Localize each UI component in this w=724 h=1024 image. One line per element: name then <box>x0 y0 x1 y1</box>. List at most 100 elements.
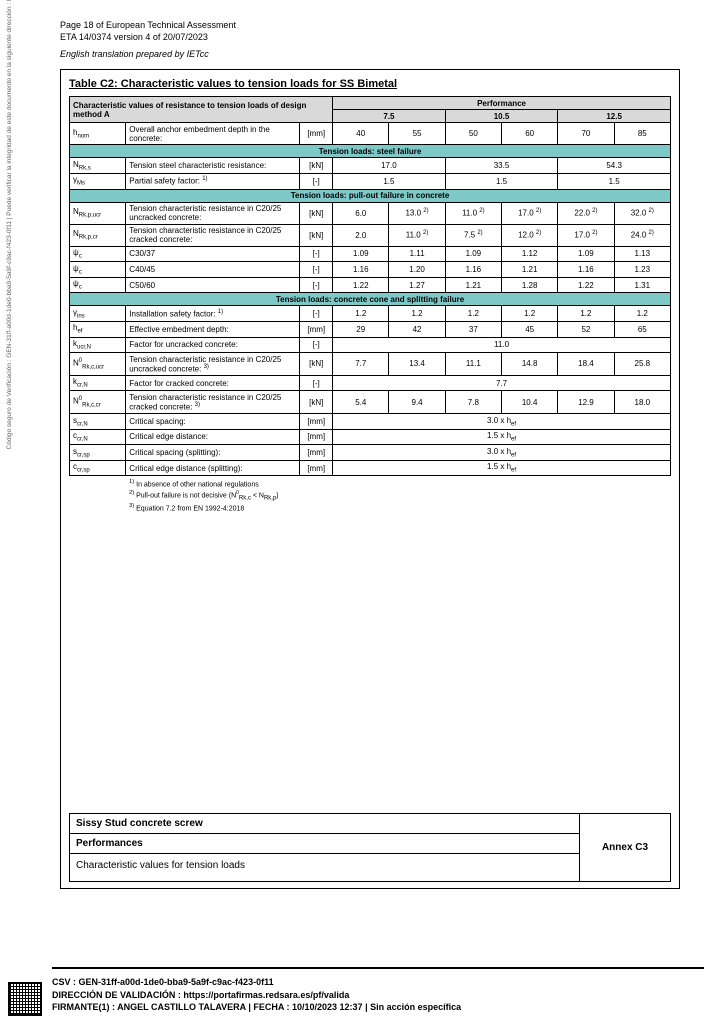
table-row: hef Effective embedment depth: [mm] 2942… <box>70 321 671 337</box>
cell-val: 1.22 <box>558 277 614 293</box>
cell-unit: [kN] <box>300 353 333 376</box>
cell-label: Critical edge distance: <box>126 429 300 445</box>
table-row: γins Installation safety factor: 1) [-] … <box>70 306 671 322</box>
characteristic-label: Characteristic values for tension loads <box>70 854 579 881</box>
footnote-ref: 2) <box>536 230 541 236</box>
table-row: kcr,N Factor for cracked concrete: [-] 7… <box>70 375 671 391</box>
footnote-ref: 2) <box>592 230 597 236</box>
table-row: NRk,p,ucr Tension characteristic resista… <box>70 202 671 224</box>
cell-val: 1.31 <box>614 277 670 293</box>
cell-unit: [-] <box>300 262 333 278</box>
footnote-ref: 2) <box>423 230 428 236</box>
cell-label: Critical spacing: <box>126 414 300 430</box>
product-name: Sissy Stud concrete screw <box>70 814 579 834</box>
section-row: Tension loads: steel failure <box>70 145 671 158</box>
val: 22.0 <box>574 209 592 218</box>
cell-label: Factor for uncracked concrete: <box>126 337 300 353</box>
cell-sym: ψc <box>70 246 126 262</box>
footer-rule <box>52 967 704 969</box>
cell-label: C40/45 <box>126 262 300 278</box>
cell-val: 24.0 2) <box>614 224 670 246</box>
table-row: hnom Overall anchor embedment depth in t… <box>70 123 671 145</box>
cell-label: Tension characteristic resistance in C20… <box>126 391 300 414</box>
cell-val: 60 <box>502 123 558 145</box>
cell-unit: [-] <box>300 306 333 322</box>
cell-sym: kucr,N <box>70 337 126 353</box>
table-row: ψc C50/60 [-] 1.221.271.211.281.221.31 <box>70 277 671 293</box>
cell-val: 12.0 2) <box>502 224 558 246</box>
section-pullout: Tension loads: pull-out failure in concr… <box>70 189 671 202</box>
cell-val: 1.09 <box>445 246 501 262</box>
cell-val: 7.5 2) <box>445 224 501 246</box>
footnote-1: 1) In absence of other national regulati… <box>129 479 671 489</box>
section-row: Tension loads: concrete cone and splitti… <box>70 293 671 306</box>
cell-val: 1.13 <box>614 246 670 262</box>
cell-label: Tension steel characteristic resistance: <box>126 158 300 174</box>
translation-credit: English translation prepared by IETcc <box>60 49 680 59</box>
footnote-ref: 2) <box>536 208 541 214</box>
val: 12.0 <box>518 231 536 240</box>
footnote-ref: 2) <box>649 208 654 214</box>
cell-unit: [-] <box>300 246 333 262</box>
cell-val: 1.2 <box>614 306 670 322</box>
cell-val: 25.8 <box>614 353 670 376</box>
footnote-ref: 1) <box>218 309 223 315</box>
table-row: ψc C40/45 [-] 1.161.201.161.211.161.23 <box>70 262 671 278</box>
footer-validation: DIRECCIÓN DE VALIDACIÓN : https://portaf… <box>52 989 461 1002</box>
cell-val: 33.5 <box>445 158 558 174</box>
size-75: 7.5 <box>333 110 446 123</box>
cell-val: 1.5 x hef <box>333 460 671 476</box>
section-row: Tension loads: pull-out failure in concr… <box>70 189 671 202</box>
val: 17.0 <box>518 209 536 218</box>
val: 24.0 <box>631 231 649 240</box>
cell-val: 45 <box>502 321 558 337</box>
cell-sym: scr,sp <box>70 445 126 461</box>
size-125: 12.5 <box>558 110 671 123</box>
val: 11.0 <box>462 209 479 218</box>
cell-unit: [kN] <box>300 391 333 414</box>
cell-sym: ccr,N <box>70 429 126 445</box>
cell-unit: [kN] <box>300 158 333 174</box>
cell-val: 1.2 <box>558 306 614 322</box>
cell-unit: [-] <box>300 277 333 293</box>
table-row: N0Rk,c,ucr Tension characteristic resist… <box>70 353 671 376</box>
cell-sym: γMs <box>70 173 126 189</box>
table-row: Characteristic values of resistance to t… <box>70 97 671 110</box>
table-row: ccr,N Critical edge distance: [mm] 1.5 x… <box>70 429 671 445</box>
cell-val: 3.0 x hef <box>333 414 671 430</box>
cell-sym: NRk,s <box>70 158 126 174</box>
cell-val: 40 <box>333 123 389 145</box>
cell-val: 1.09 <box>558 246 614 262</box>
footnote-ref: 2) <box>649 230 654 236</box>
cell-sym: scr,N <box>70 414 126 430</box>
cell-label: Effective embedment depth: <box>126 321 300 337</box>
table-title: Table C2: Characteristic values to tensi… <box>69 78 671 90</box>
cell-val: 6.0 <box>333 202 389 224</box>
cell-label: Tension characteristic resistance in C20… <box>126 353 300 376</box>
data-table: Characteristic values of resistance to t… <box>69 96 671 476</box>
cell-val: 2.0 <box>333 224 389 246</box>
cell-unit: [mm] <box>300 414 333 430</box>
cell-sym: ψc <box>70 277 126 293</box>
cell-sym: N0Rk,c,ucr <box>70 353 126 376</box>
eta-version-line: ETA 14/0374 version 4 of 20/07/2023 <box>60 32 680 44</box>
cell-val: 13.4 <box>389 353 445 376</box>
footnote-ref: 2) <box>479 208 484 214</box>
table-row: ψc C30/37 [-] 1.091.111.091.121.091.13 <box>70 246 671 262</box>
footnote-3: 3) Equation 7.2 from EN 1992-4:2018 <box>129 503 671 513</box>
cell-label: C50/60 <box>126 277 300 293</box>
cell-sym: hnom <box>70 123 126 145</box>
cell-val: 11.0 2) <box>389 224 445 246</box>
cell-val: 52 <box>558 321 614 337</box>
cell-val: 7.7 <box>333 375 671 391</box>
page-header: Page 18 of European Technical Assessment… <box>60 20 680 43</box>
cell-val: 50 <box>445 123 501 145</box>
cell-val: 70 <box>558 123 614 145</box>
page-content: Page 18 of European Technical Assessment… <box>60 20 680 889</box>
cell-val: 7.7 <box>333 353 389 376</box>
val: 11.0 <box>406 231 423 240</box>
cell-sym: NRk,p,cr <box>70 224 126 246</box>
cell-val: 1.23 <box>614 262 670 278</box>
cell-unit: [-] <box>300 337 333 353</box>
cell-label: Partial safety factor: 1) <box>126 173 300 189</box>
